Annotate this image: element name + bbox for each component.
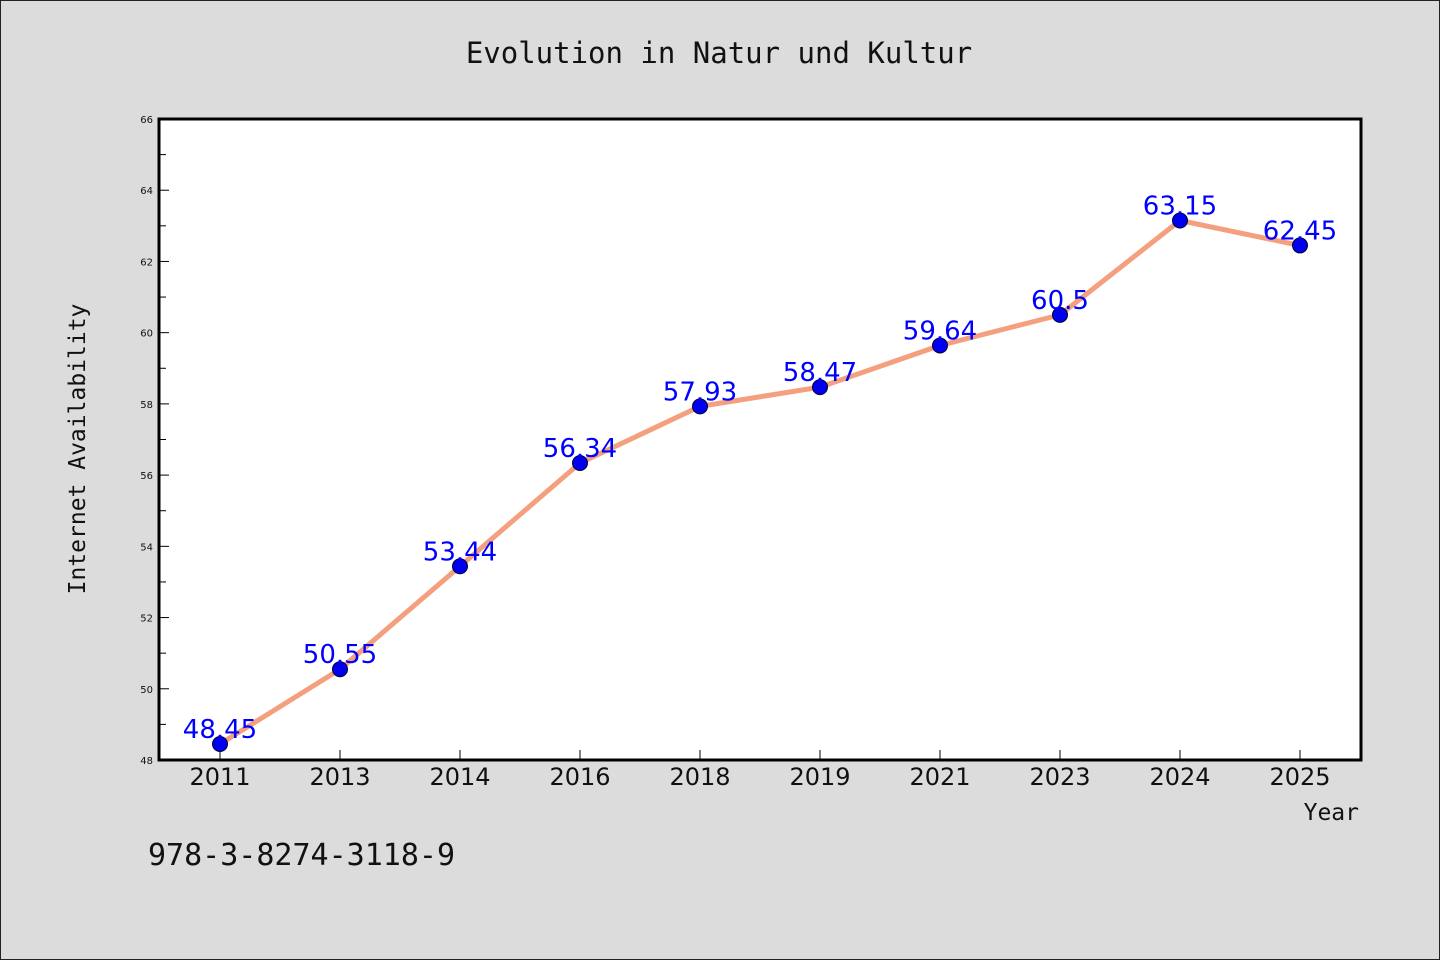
data-point — [1292, 237, 1308, 254]
y-tick-label: 54 — [140, 542, 153, 553]
data-point — [812, 379, 828, 396]
chart-title: Evolution in Natur und Kultur — [466, 36, 972, 70]
y-tick-label: 50 — [140, 685, 153, 696]
y-tick-label: 52 — [140, 614, 153, 625]
y-tick-label: 62 — [140, 257, 153, 268]
data-label: 48.45 — [183, 715, 257, 745]
data-point — [692, 398, 708, 415]
x-tick-label: 2025 — [1269, 763, 1330, 791]
data-label: 57.93 — [663, 377, 737, 407]
x-tick-label: 2023 — [1029, 763, 1090, 791]
series-layer: 48.45 50.55 53.44 56.34 57.93 58.47 59.64 60.5 6… — [183, 191, 1337, 752]
data-label: 59.64 — [903, 316, 977, 346]
y-axis-label: Internet Availability — [65, 304, 91, 595]
data-label: 53.44 — [423, 537, 497, 567]
y-tick-label: 64 — [140, 186, 153, 197]
data-label: 63.15 — [1143, 191, 1217, 221]
isbn-text: 978-3-8274-3118-9 — [148, 838, 455, 873]
x-tick-label: 2024 — [1149, 763, 1210, 791]
data-point — [332, 661, 348, 678]
x-axis: 2011 2013 2014 2016 2018 2019 2021 2023 2024 2025 — [189, 750, 1331, 791]
data-label: 56.34 — [543, 434, 617, 464]
x-tick-label: 2019 — [789, 763, 850, 791]
x-axis-label: Year — [1304, 800, 1359, 826]
data-point — [1052, 306, 1068, 323]
y-tick-label: 56 — [140, 471, 153, 482]
x-tick-label: 2011 — [189, 763, 250, 791]
data-label: 60.5 — [1031, 286, 1089, 316]
data-point — [1172, 212, 1188, 229]
x-tick-label: 2018 — [669, 763, 730, 791]
data-label: 62.45 — [1263, 216, 1337, 246]
data-point — [212, 735, 228, 752]
x-tick-label: 2021 — [909, 763, 970, 791]
data-label: 50.55 — [303, 640, 377, 670]
x-tick-label: 2014 — [429, 763, 490, 791]
y-tick-label: 60 — [140, 329, 153, 340]
data-label: 58.47 — [783, 358, 857, 388]
data-point — [452, 558, 468, 575]
y-tick-label: 58 — [140, 400, 153, 411]
y-tick-label: 48 — [140, 756, 153, 767]
data-point — [572, 455, 588, 472]
series-line — [217, 217, 1303, 747]
data-point — [932, 337, 948, 354]
x-tick-label: 2013 — [309, 763, 370, 791]
x-tick-label: 2016 — [549, 763, 610, 791]
y-axis: 48 50 52 54 56 58 60 62 64 66 — [140, 115, 169, 767]
y-tick-label: 66 — [140, 115, 153, 126]
